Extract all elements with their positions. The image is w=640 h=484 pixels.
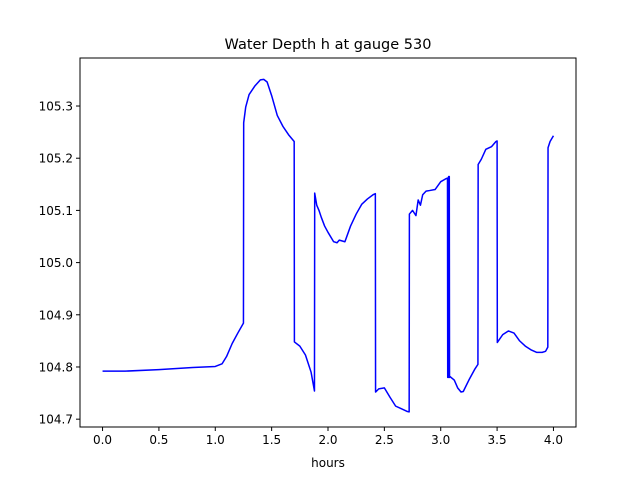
y-tick-label: 105.3 <box>39 100 73 114</box>
y-tick-label: 104.8 <box>39 360 73 374</box>
x-tick-label: 1.0 <box>206 433 225 447</box>
y-tick-label: 105.0 <box>39 256 73 270</box>
y-tick-label: 104.9 <box>39 308 73 322</box>
y-tick-label: 104.7 <box>39 413 73 427</box>
x-tick-label: 3.5 <box>488 433 507 447</box>
y-tick-label: 105.1 <box>39 204 73 218</box>
chart-title: Water Depth h at gauge 530 <box>225 37 432 53</box>
x-tick-label: 3.0 <box>431 433 450 447</box>
y-axis: 104.7 104.8 104.9 105.0 105.1 105.2 105.3 <box>39 100 80 427</box>
x-tick-label: 2.0 <box>318 433 337 447</box>
y-tick-label: 105.2 <box>39 152 73 166</box>
series-line-0 <box>102 78 555 413</box>
x-tick-label: 2.5 <box>375 433 394 447</box>
x-axis: 0.0 0.5 1.0 1.5 2.0 2.5 3.0 3.5 4.0 <box>93 427 563 447</box>
x-tick-label: 4.0 <box>544 433 563 447</box>
series-layer <box>102 78 555 413</box>
x-tick-label: 0.5 <box>149 433 168 447</box>
x-tick-label: 0.0 <box>93 433 112 447</box>
x-axis-label: hours <box>311 456 345 470</box>
x-tick-label: 1.5 <box>262 433 281 447</box>
